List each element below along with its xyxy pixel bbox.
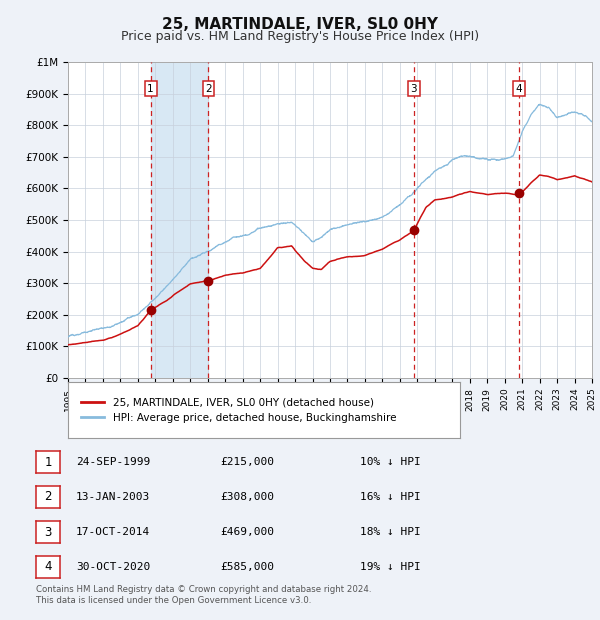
- Text: 2: 2: [205, 84, 212, 94]
- Legend: 25, MARTINDALE, IVER, SL0 0HY (detached house), HPI: Average price, detached hou: 25, MARTINDALE, IVER, SL0 0HY (detached …: [77, 393, 400, 427]
- Text: 17-OCT-2014: 17-OCT-2014: [76, 527, 150, 537]
- Text: 3: 3: [410, 84, 417, 94]
- Text: 4: 4: [44, 560, 52, 574]
- Text: 10% ↓ HPI: 10% ↓ HPI: [360, 457, 421, 467]
- Text: 13-JAN-2003: 13-JAN-2003: [76, 492, 150, 502]
- Text: 4: 4: [516, 84, 523, 94]
- Text: 24-SEP-1999: 24-SEP-1999: [76, 457, 150, 467]
- Text: 1: 1: [148, 84, 154, 94]
- Text: 25, MARTINDALE, IVER, SL0 0HY: 25, MARTINDALE, IVER, SL0 0HY: [162, 17, 438, 32]
- Text: £469,000: £469,000: [220, 527, 274, 537]
- Text: Contains HM Land Registry data © Crown copyright and database right 2024.: Contains HM Land Registry data © Crown c…: [36, 585, 371, 594]
- Text: 1: 1: [44, 456, 52, 469]
- Text: Price paid vs. HM Land Registry's House Price Index (HPI): Price paid vs. HM Land Registry's House …: [121, 30, 479, 43]
- Text: 3: 3: [44, 526, 52, 539]
- Text: £308,000: £308,000: [220, 492, 274, 502]
- Text: 30-OCT-2020: 30-OCT-2020: [76, 562, 150, 572]
- Text: £585,000: £585,000: [220, 562, 274, 572]
- Text: 18% ↓ HPI: 18% ↓ HPI: [360, 527, 421, 537]
- Text: 2: 2: [44, 490, 52, 503]
- Bar: [151, 62, 208, 378]
- Text: This data is licensed under the Open Government Licence v3.0.: This data is licensed under the Open Gov…: [36, 596, 311, 604]
- Text: 16% ↓ HPI: 16% ↓ HPI: [360, 492, 421, 502]
- Text: 19% ↓ HPI: 19% ↓ HPI: [360, 562, 421, 572]
- Text: £215,000: £215,000: [220, 457, 274, 467]
